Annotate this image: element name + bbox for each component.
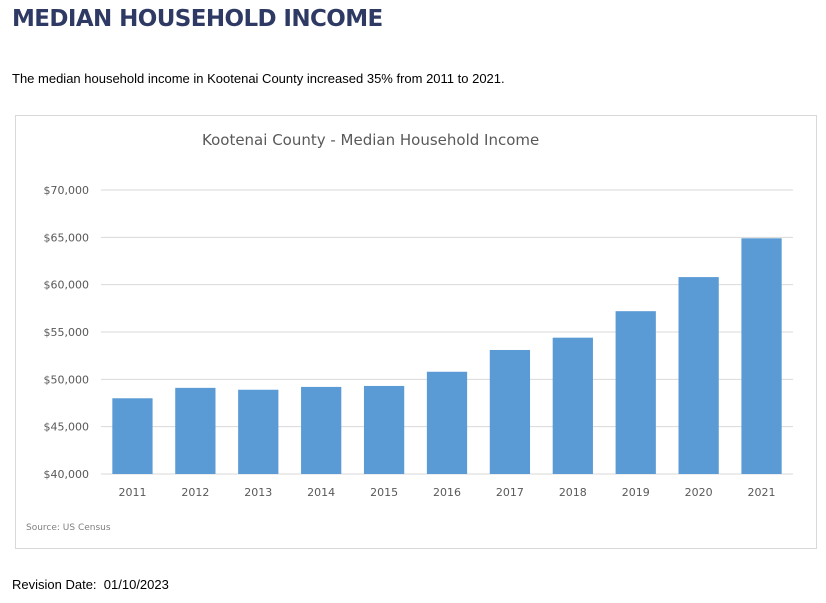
revision-label: Revision Date: <box>12 577 97 592</box>
y-tick-label: $60,000 <box>44 279 90 292</box>
y-tick-label: $40,000 <box>44 468 90 481</box>
bar-2014 <box>301 386 342 474</box>
bar-2018 <box>552 337 593 474</box>
bar-2015 <box>363 385 405 474</box>
bar-2019 <box>615 311 656 474</box>
bar-2013 <box>238 389 279 474</box>
y-tick-label: $45,000 <box>44 421 90 434</box>
bars <box>112 238 782 474</box>
bar-2012 <box>175 387 216 474</box>
revision-value: 01/10/2023 <box>103 577 169 592</box>
page-title: MEDIAN HOUSEHOLD INCOME <box>12 6 383 32</box>
x-tick-label: 2014 <box>307 486 335 499</box>
bar-2016 <box>426 371 468 474</box>
x-axis-ticks: 2011 2012 2013 2014 2015 2016 2017 2018 2019 2020… <box>118 486 775 499</box>
x-tick-label: 2012 <box>181 486 209 499</box>
bar-chart: Kootenai County - Median Household Incom… <box>26 131 793 533</box>
revision-date: Revision Date: 01/10/2023 <box>12 577 169 592</box>
y-tick-label: $65,000 <box>44 231 90 244</box>
x-tick-label: 2016 <box>433 486 461 499</box>
y-axis-ticks: $40,000 $45,000 $50,000 $55,000 $60,000 $65,0… <box>44 184 90 481</box>
x-tick-label: 2019 <box>622 486 650 499</box>
y-tick-label: $50,000 <box>44 373 90 386</box>
chart-container: Kootenai County - Median Household Incom… <box>15 115 817 549</box>
bar-2011 <box>112 398 153 474</box>
x-tick-label: 2013 <box>244 486 272 499</box>
x-tick-label: 2021 <box>748 486 776 499</box>
x-tick-label: 2011 <box>118 486 146 499</box>
summary-text: The median household income in Kootenai … <box>12 71 505 86</box>
y-tick-label: $70,000 <box>44 184 90 197</box>
y-tick-label: $55,000 <box>44 326 90 339</box>
x-tick-label: 2017 <box>496 486 524 499</box>
bar-2021 <box>741 238 782 474</box>
x-tick-label: 2018 <box>559 486 587 499</box>
bar-2017 <box>489 349 531 474</box>
bar-2020 <box>678 277 719 474</box>
chart-title: Kootenai County - Median Household Incom… <box>202 131 539 149</box>
source-note: Source: US Census <box>26 523 111 533</box>
x-tick-label: 2020 <box>685 486 713 499</box>
x-tick-label: 2015 <box>370 486 398 499</box>
